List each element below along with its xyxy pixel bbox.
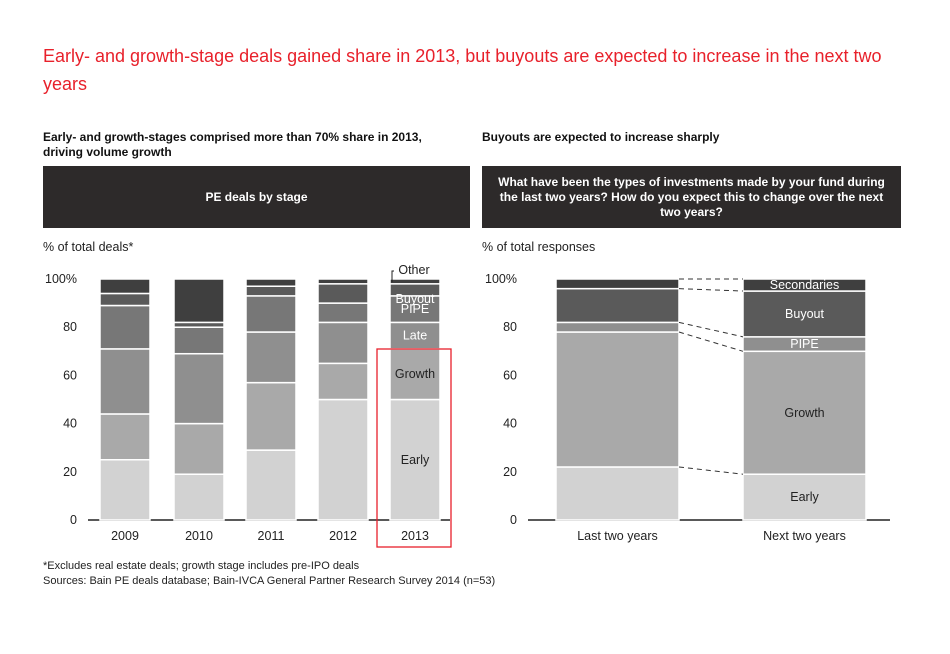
segment-label-pipe: PIPE <box>401 302 430 316</box>
connector-line <box>678 331 744 352</box>
left-ytick-label: 0 <box>70 513 77 527</box>
left-x-tick-label: 2010 <box>185 529 213 543</box>
bar-pipe-2009 <box>99 304 151 350</box>
left-unit-label: % of total deals* <box>43 240 134 254</box>
bar-growth-last-two-years <box>555 331 680 468</box>
left-x-tick-label: 2011 <box>258 529 285 543</box>
bar-early-2010 <box>173 473 225 521</box>
bar-growth-2013 <box>389 348 441 401</box>
bar-buyout-last-two-years <box>555 287 680 324</box>
bar-growth-2011 <box>245 381 297 451</box>
segment-label-other: Other <box>398 263 429 277</box>
right-ytick-label: 60 <box>503 368 517 382</box>
bar-growth-2009 <box>99 413 151 461</box>
bar-buyout-next-two-years <box>742 290 867 338</box>
left-ytick-label: 100% <box>45 272 77 286</box>
bar-other-2013 <box>389 278 441 285</box>
bar-growth-2010 <box>173 422 225 475</box>
bar-growth-next-two-years <box>742 350 867 475</box>
left-subtitle: Early- and growth-stages comprised more … <box>43 130 422 159</box>
bar-other-2011 <box>245 278 297 287</box>
bar-late-2010 <box>173 352 225 425</box>
bar-late-2009 <box>99 348 151 415</box>
connector-line <box>678 321 744 338</box>
connector-line <box>678 288 744 292</box>
bar-pipe-last-two-years <box>555 321 680 333</box>
bar-secondaries-next-two-years <box>742 278 867 292</box>
segment-label-secondaries: Secondaries <box>770 278 840 292</box>
right-ytick-label: 80 <box>503 320 517 334</box>
left-ytick-label: 60 <box>63 368 77 382</box>
left-ytick-label: 40 <box>63 417 77 431</box>
left-ytick-label: 20 <box>63 465 77 479</box>
bar-other-2009 <box>99 278 151 295</box>
left-x-tick-label: 2012 <box>329 529 357 543</box>
right-banner: What have been the types of investments … <box>482 166 901 228</box>
bar-pipe-2012 <box>317 302 369 324</box>
other-bracket <box>391 270 394 282</box>
footnote: *Excludes real estate deals; growth stag… <box>43 560 360 572</box>
bar-buyout-2012 <box>317 283 369 304</box>
bar-pipe-2010 <box>173 326 225 355</box>
right-ytick-label: 20 <box>503 465 517 479</box>
right-unit-label: % of total responses <box>482 240 596 254</box>
segment-label-pipe: PIPE <box>790 337 819 351</box>
bar-pipe-2013 <box>389 295 441 324</box>
page-title: Early- and growth-stage deals gained sha… <box>43 46 882 94</box>
segment-label-late: Late <box>403 329 427 343</box>
right-subtitle: Buyouts are expected to increase sharply <box>482 130 720 144</box>
left-x-tick-label: 2013 <box>401 529 429 543</box>
right-ytick-label: 0 <box>510 513 517 527</box>
sources: Sources: Bain PE deals database; Bain-IV… <box>43 575 496 587</box>
bar-late-2011 <box>245 331 297 384</box>
segment-label-buyout: Buyout <box>785 307 824 321</box>
segment-label-growth: Growth <box>784 406 824 420</box>
right-ytick-label: 100% <box>485 272 517 286</box>
bar-early-2011 <box>245 449 297 521</box>
bar-other-2010 <box>173 278 225 324</box>
right-x-tick-label: Next two years <box>763 529 846 543</box>
bar-pipe-2011 <box>245 295 297 333</box>
bar-early-2009 <box>99 459 151 521</box>
bar-late-2012 <box>317 321 369 365</box>
bar-buyout-2011 <box>245 285 297 297</box>
highlight-2013-box <box>376 348 452 548</box>
right-x-tick-label: Last two years <box>577 529 658 543</box>
bar-growth-2012 <box>317 362 369 401</box>
bar-other-2012 <box>317 278 369 285</box>
segment-label-early: Early <box>401 453 430 467</box>
left-x-tick-label: 2009 <box>111 529 139 543</box>
bar-late-2013 <box>389 321 441 350</box>
bar-early-last-two-years <box>555 466 680 521</box>
segment-label-early: Early <box>790 490 819 504</box>
segment-label-growth: Growth <box>395 367 435 381</box>
left-ytick-label: 80 <box>63 320 77 334</box>
bar-secondaries-last-two-years <box>555 278 680 290</box>
segment-label-buyout: Buyout <box>396 292 435 306</box>
left-banner: PE deals by stage <box>43 166 470 228</box>
connector-line <box>678 466 744 475</box>
right-ytick-label: 40 <box>503 417 517 431</box>
bar-early-2013 <box>389 398 441 521</box>
bar-early-2012 <box>317 398 369 521</box>
bar-buyout-2009 <box>99 292 151 307</box>
